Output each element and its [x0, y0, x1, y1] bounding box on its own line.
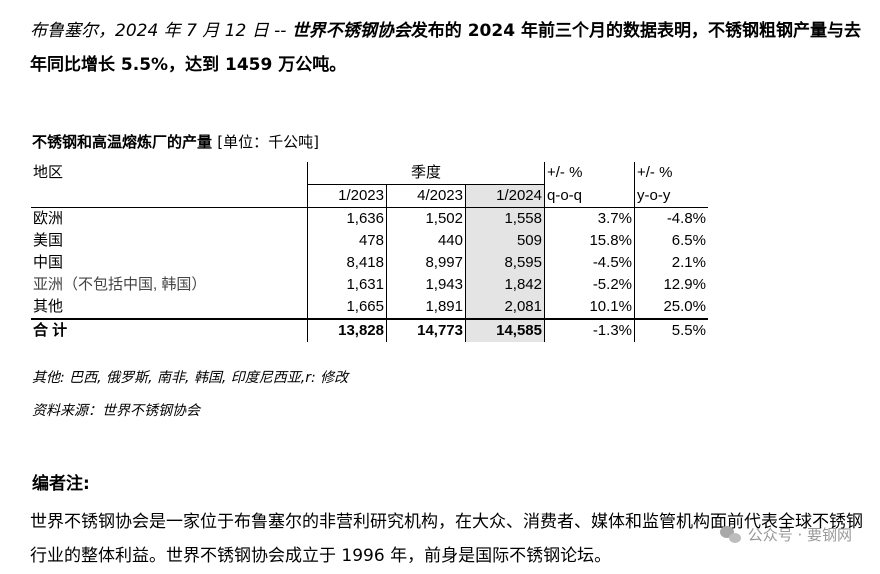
total-q1-2024: 14,585: [465, 318, 545, 342]
table-total-row: 合 计 13,828 14,773 14,585 -1.3% 5.5%: [31, 318, 708, 342]
cell-qoq: 15.8%: [544, 230, 635, 252]
table-title-unit: [单位：千公吨]: [217, 133, 319, 151]
subheader-q1-2023: 1/2023: [307, 184, 387, 208]
intro-place-date: 布鲁塞尔，2024 年 7 月 12 日 --: [30, 21, 287, 41]
intro-org: 世界不锈钢协会: [291, 21, 411, 41]
cell-q1-2024: 8,595: [465, 252, 545, 274]
cell-yoy: 2.1%: [671, 254, 706, 271]
total-region: 合 计: [31, 318, 308, 342]
cell-yoy: 6.5%: [671, 232, 706, 249]
total-q1-2023: 13,828: [307, 318, 387, 342]
production-table: 地区 季度 +/- % +/- % 1/2023 4/2023 1/2024 q…: [31, 162, 708, 342]
cell-q1-2024: 1,558: [465, 207, 545, 230]
subheader-yoy: y-o-y: [637, 186, 671, 204]
cell-q1-2024: 509: [465, 230, 545, 252]
cell-qoq: -4.5%: [544, 252, 635, 274]
row-region: 欧洲: [31, 207, 308, 230]
cell-q1-2023: 1,636: [307, 207, 387, 230]
cell-qoq: 10.1%: [544, 296, 635, 319]
table-title: 不锈钢和高温熔炼厂的产量 [单位：千公吨]: [32, 131, 319, 152]
table-subheader-row: 1/2023 4/2023 1/2024 q-o-q y-o-y: [31, 184, 708, 208]
cell-q4-2023: 1,943: [386, 274, 466, 296]
table-row: 美国 478 440 509 15.8% 6.5%: [31, 230, 708, 252]
table-header-row: 地区 季度 +/- % +/- %: [31, 162, 708, 185]
cell-q4-2023: 8,997: [386, 252, 466, 274]
cell-q1-2023: 1,665: [307, 296, 387, 319]
header-quarter: 季度: [307, 162, 545, 185]
cell-q1-2024: 2,081: [465, 296, 545, 319]
intro-paragraph: 布鲁塞尔，2024 年 7 月 12 日 -- 世界不锈钢协会发布的 2024 …: [30, 14, 870, 82]
total-q4-2023: 14,773: [386, 318, 466, 342]
cell-qoq: 3.7%: [544, 207, 635, 230]
cell-yoy: 12.9%: [663, 276, 706, 293]
table-row: 欧洲 1,636 1,502 1,558 3.7% -4.8%: [31, 207, 708, 230]
cell-q1-2023: 478: [307, 230, 387, 252]
subheader-q4-2023: 4/2023: [386, 184, 466, 208]
note-others: 其他: 巴西, 俄罗斯, 南非, 韩国, 印度尼西亚,r: 修改: [32, 370, 349, 386]
total-yoy: 5.5%: [634, 318, 708, 342]
subheader-q1-2024: 1/2024: [465, 184, 545, 208]
cell-q1-2023: 8,418: [307, 252, 387, 274]
subheader-qoq: q-o-q: [544, 184, 635, 208]
editor-note-heading: 编者注:: [32, 474, 90, 494]
table-row: 亚洲（不包括中国, 韩国） 1,631 1,943 1,842 -5.2% 12…: [31, 274, 708, 296]
row-region: 中国: [31, 252, 308, 274]
row-region: 其他: [31, 296, 308, 319]
header-yoy: +/- %: [637, 164, 673, 182]
header-region: 地区: [31, 162, 308, 185]
cell-q1-2024: 1,842: [465, 274, 545, 296]
table-row: 中国 8,418 8,997 8,595 -4.5% 2.1%: [31, 252, 708, 274]
total-qoq: -1.3%: [544, 318, 635, 342]
watermark-text: 公众号 · 要钢网: [747, 526, 852, 544]
row-region: 亚洲（不包括中国, 韩国）: [31, 274, 308, 296]
cell-qoq: -5.2%: [544, 274, 635, 296]
cell-q4-2023: 1,891: [386, 296, 466, 319]
table-row: 其他 1,665 1,891 2,081 10.1% 25.0%: [31, 296, 708, 319]
cell-q4-2023: 440: [386, 230, 466, 252]
row-region: 美国: [31, 230, 308, 252]
note-source: 资料来源：世界不锈钢协会: [32, 403, 200, 419]
intro-text: 发布的 2024 年前三个月的数据表明，不锈钢粗钢产量与去年同比增长 5.5%，…: [30, 21, 861, 75]
cell-q4-2023: 1,502: [386, 207, 466, 230]
table-title-main: 不锈钢和高温熔炼厂的产量: [32, 133, 213, 151]
watermark: 公众号 · 要钢网: [719, 524, 852, 545]
wechat-icon: [719, 525, 742, 544]
header-qoq: +/- %: [544, 162, 635, 185]
cell-yoy: -4.8%: [634, 207, 708, 230]
cell-yoy: 25.0%: [663, 298, 706, 315]
cell-q1-2023: 1,631: [307, 274, 387, 296]
editor-note-body: 世界不锈钢协会是一家位于布鲁塞尔的非营利研究机构，在大众、消费者、媒体和监管机构…: [30, 512, 863, 566]
